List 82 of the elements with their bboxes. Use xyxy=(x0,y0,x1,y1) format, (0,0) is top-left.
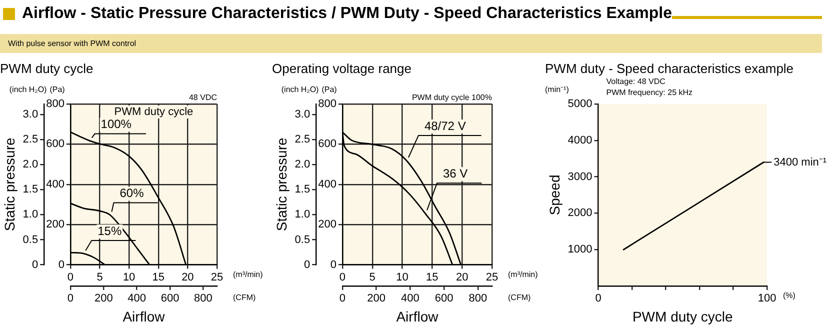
x2-tick-label: 400 xyxy=(401,292,420,305)
x-tick-label: 10 xyxy=(122,271,136,284)
y-tick-label: 1.5 xyxy=(294,184,310,196)
x-tick-label: 0 xyxy=(339,271,346,284)
text: Airflow - Static Pressure Characteristics / PWM Duty - Speed Characteristics Example xyxy=(22,5,672,23)
x-tick-label: 15 xyxy=(426,271,438,284)
series-label: 15% xyxy=(98,224,122,238)
y2-tick-label: 400 xyxy=(46,178,64,190)
x-tick-label: 0 xyxy=(67,271,74,284)
y-tick-label: 2.5 xyxy=(22,134,38,146)
text: (min⁻¹) xyxy=(545,85,570,94)
x-tick-label: 5 xyxy=(96,271,103,284)
y-tick-label: 2.0 xyxy=(22,158,38,171)
x-tick-label: 15 xyxy=(152,271,165,284)
x2-axis-title: (CFM) xyxy=(508,293,531,302)
text: PWM duty cycle 100% xyxy=(412,93,492,102)
x2-tick-label: 800 xyxy=(468,292,488,305)
x-axis-title: Airflow xyxy=(122,308,166,324)
text: (inch H₂O) xyxy=(9,85,48,94)
y2-axis-title: (Pa) xyxy=(50,85,66,94)
y2-tick-label: 200 xyxy=(46,218,64,231)
y-tick-label: 2.5 xyxy=(294,134,310,146)
y-tick-label: 2000 xyxy=(568,207,592,220)
y2-tick-label: 600 xyxy=(318,138,336,150)
x2-axis-title: (CFM) xyxy=(233,293,256,302)
y-tick-label: 3000 xyxy=(568,170,592,183)
y-tick-label: 0 xyxy=(304,258,310,271)
text: 48 VDC xyxy=(188,93,218,102)
y2-tick-label: 800 xyxy=(46,98,64,110)
y-tick-label: 1000 xyxy=(568,244,592,256)
x-tick-label: 25 xyxy=(210,271,224,284)
x-tick-label: 10 xyxy=(396,271,408,284)
text: 36 V xyxy=(443,166,468,180)
y-axis-title: Static pressure xyxy=(273,138,290,232)
y-tick-label: 1.0 xyxy=(22,208,38,221)
text: 48/72 V xyxy=(424,118,466,133)
y-tick-label: 1.0 xyxy=(294,208,310,221)
chart-title: Operating voltage range xyxy=(272,60,412,78)
x-axis-title: Airflow xyxy=(396,308,440,324)
chart-title: PWM duty - Speed characteristics example xyxy=(545,60,795,78)
y2-tick-label: 200 xyxy=(318,218,336,231)
text: PWM frequency: 25 kHz xyxy=(606,88,693,98)
x2-tick-label: 800 xyxy=(194,292,212,305)
x-tick-label: 20 xyxy=(456,271,468,284)
y-tick-label: 0.5 xyxy=(22,234,38,246)
y-tick-label: 5000 xyxy=(568,98,592,110)
x-tick-label: 20 xyxy=(182,271,194,284)
y-tick-label: 3.0 xyxy=(294,108,310,121)
text: (inch H₂O) xyxy=(281,85,320,94)
text: With pulse sensor with PWM control xyxy=(0,34,822,53)
y-axis-title: Static pressure xyxy=(1,138,18,232)
y2-tick-label: 600 xyxy=(46,138,64,150)
y2-tick-label: 400 xyxy=(318,178,336,190)
text: Voltage: 48 VDC xyxy=(606,77,666,86)
text: (%) xyxy=(783,291,796,300)
data-label: 3400 min⁻¹ xyxy=(774,156,827,168)
y-tick-label: 0 xyxy=(32,258,38,271)
y-tick-label: 4000 xyxy=(568,134,592,146)
y2-tick-label: 0 xyxy=(58,258,64,271)
y-axis-title: Speed xyxy=(546,174,562,216)
x2-tick-label: 600 xyxy=(160,292,180,305)
y2-tick-label: 800 xyxy=(318,98,336,110)
annotation: PWM duty cycle xyxy=(114,106,194,118)
x2-tick-label: 200 xyxy=(94,292,113,305)
text: (m³/min) xyxy=(508,270,538,280)
x2-tick-label: 200 xyxy=(367,292,386,305)
x-tick-label: 25 xyxy=(486,271,498,284)
y-tick-label: 0.5 xyxy=(294,234,310,246)
series-label: 60% xyxy=(120,186,144,200)
series-label: 100% xyxy=(100,117,132,132)
y-tick-label: 2.0 xyxy=(294,158,310,171)
text: (m³/min) xyxy=(233,270,264,280)
y2-tick-label: 0 xyxy=(330,258,336,271)
x-tick-label: 100 xyxy=(758,292,776,305)
chart-title: PWM duty cycle xyxy=(0,60,94,78)
x-tick-label: 5 xyxy=(369,271,376,284)
x2-tick-label: 400 xyxy=(128,292,146,305)
y2-axis-title: (Pa) xyxy=(322,85,338,94)
x-axis-title: PWM duty cycle xyxy=(632,308,734,324)
y-tick-label: 3.0 xyxy=(22,108,38,121)
y-tick-label: 1.5 xyxy=(22,184,38,196)
x2-tick-label: 600 xyxy=(434,292,454,305)
